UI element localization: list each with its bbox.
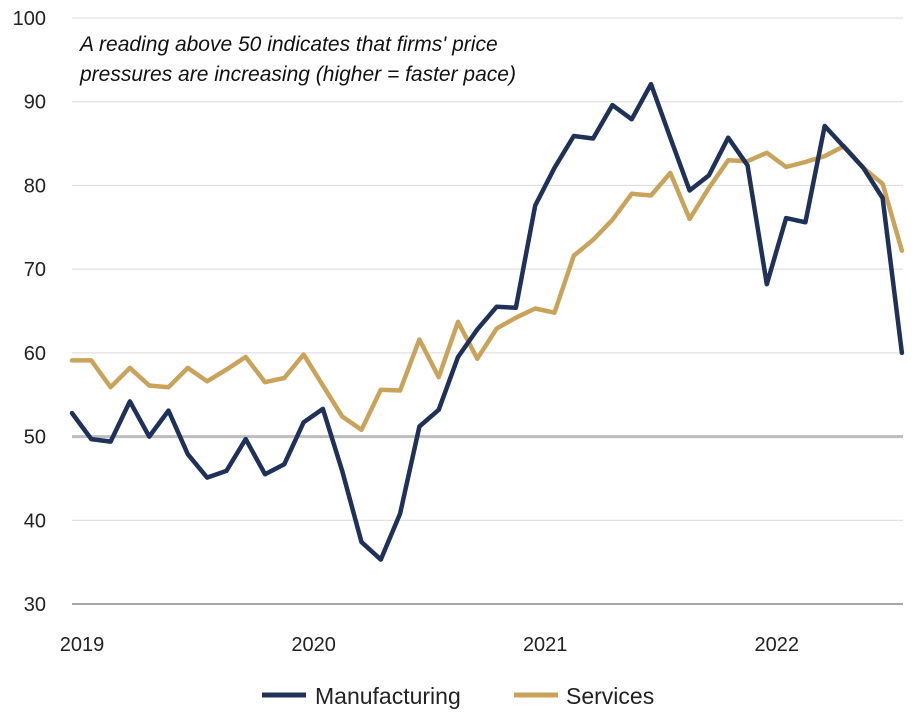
series-line-manufacturing — [69, 81, 905, 562]
y-tick-labels: 30 40 50 60 70 80 90 100 — [13, 8, 46, 616]
y-tick-label-60: 60 — [24, 343, 46, 365]
x-tick-labels: 2019 2020 2021 2022 — [60, 634, 799, 656]
annotation: A reading above 50 indicates that firms'… — [78, 33, 516, 86]
y-tick-label-80: 80 — [24, 175, 46, 197]
series-line-services — [69, 143, 905, 433]
y-tick-label-90: 90 — [24, 92, 46, 114]
y-tick-label-50: 50 — [24, 427, 46, 449]
x-tick-label-2022: 2022 — [755, 634, 800, 656]
y-tick-label-30: 30 — [24, 594, 46, 616]
legend-label-manufacturing: Manufacturing — [315, 683, 461, 709]
x-tick-label-2020: 2020 — [291, 634, 336, 656]
annotation-line-1: A reading above 50 indicates that firms'… — [78, 33, 498, 56]
gridlines — [72, 17, 903, 521]
legend-label-services: Services — [566, 683, 654, 709]
y-tick-label-70: 70 — [24, 259, 46, 281]
annotation-line-2: pressures are increasing (higher = faste… — [79, 63, 516, 86]
x-tick-label-2019: 2019 — [60, 634, 105, 656]
x-tick-label-2021: 2021 — [523, 634, 568, 656]
y-tick-label-100: 100 — [13, 8, 46, 30]
series-lines — [69, 81, 905, 562]
legend: Manufacturing Services — [262, 683, 654, 709]
y-tick-label-40: 40 — [24, 510, 46, 532]
